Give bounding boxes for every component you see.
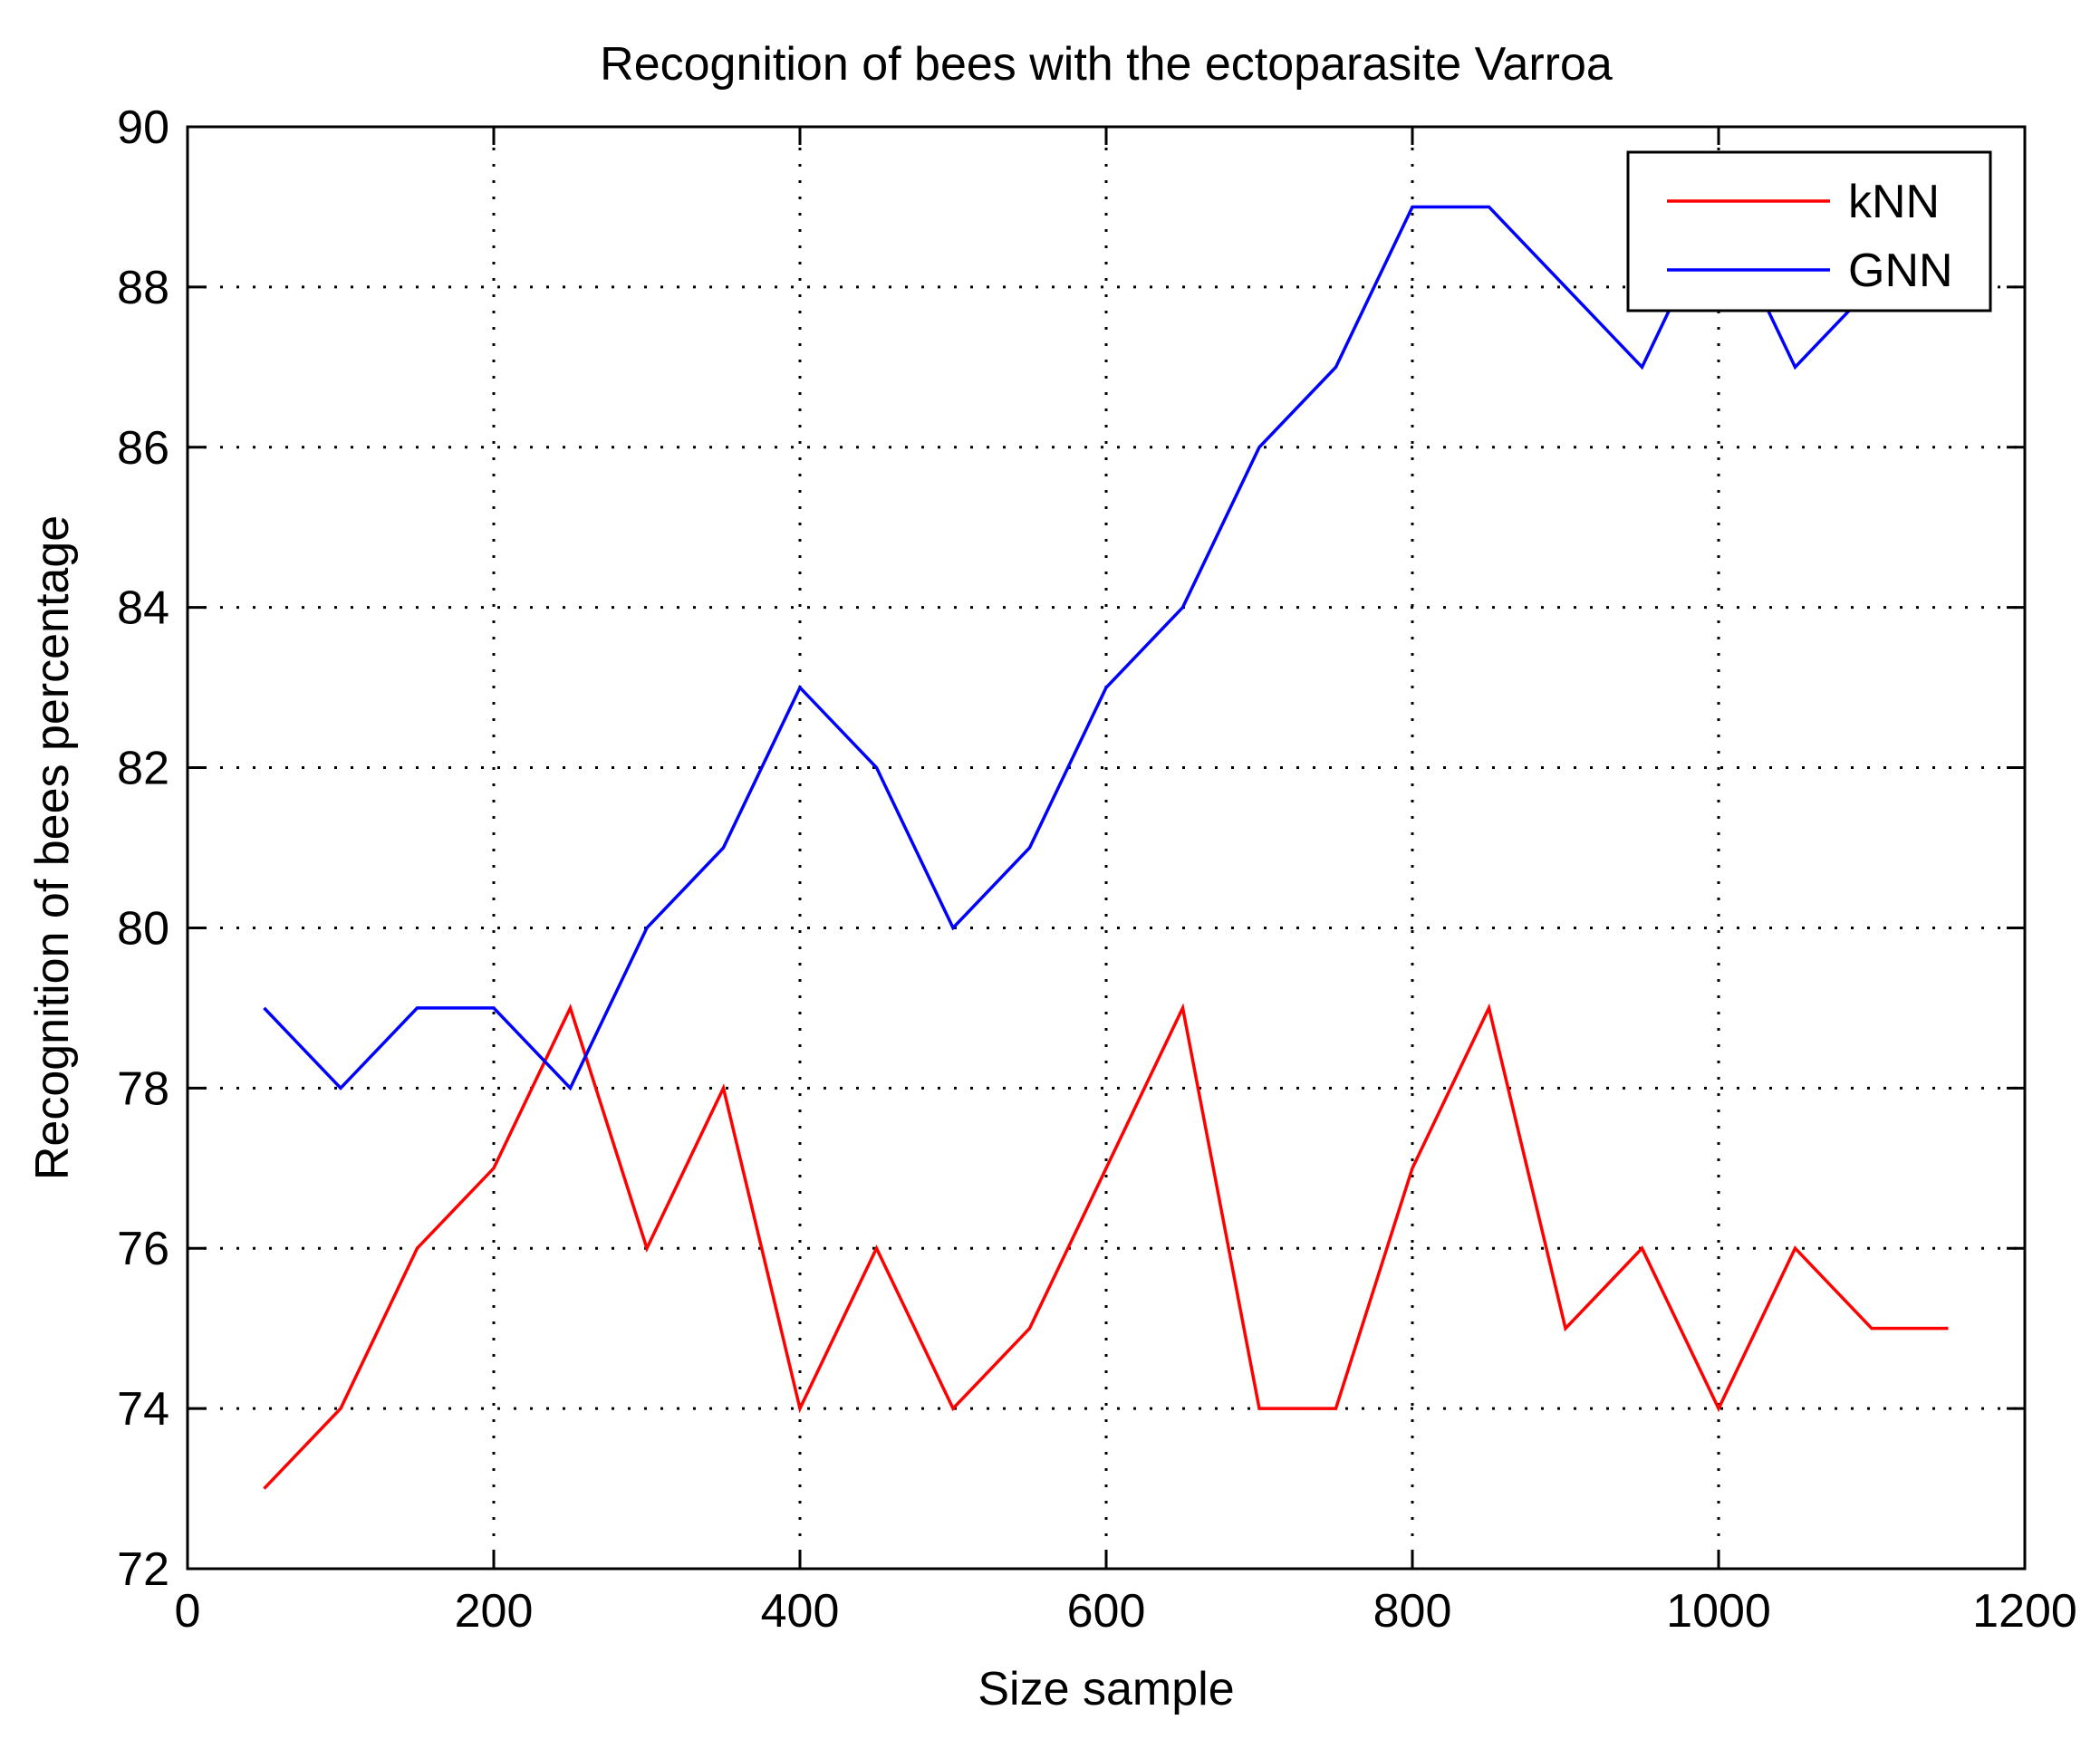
x-tick-label: 1000 — [1666, 1585, 1771, 1638]
y-tick-label: 80 — [117, 902, 169, 955]
x-tick-label: 600 — [1067, 1585, 1146, 1638]
x-tick-label: 200 — [455, 1585, 534, 1638]
x-tick-label: 400 — [761, 1585, 840, 1638]
y-tick-label: 84 — [117, 582, 169, 635]
y-tick-labels: 72 74 76 78 80 82 84 86 88 90 — [117, 101, 169, 1596]
x-tick-label: 800 — [1373, 1585, 1452, 1638]
chart-title: Recognition of bees with the ectoparasit… — [600, 38, 1613, 91]
x-tick-labels: 0 200 400 600 800 1000 1200 — [175, 1585, 2077, 1638]
series-lines — [263, 203, 1949, 1490]
y-tick-label: 76 — [117, 1223, 169, 1275]
legend: kNN GNN — [1626, 150, 1992, 312]
legend-box — [1626, 150, 1992, 312]
plot-area-frame — [186, 125, 2027, 1571]
y-tick-label: 82 — [117, 743, 169, 795]
y-tick-label: 74 — [117, 1383, 169, 1436]
legend-label-knn: kNN — [1848, 176, 1940, 228]
legend-label-gnn: GNN — [1848, 245, 1953, 297]
x-tick-label: 0 — [175, 1585, 201, 1638]
series-line-gnn — [263, 203, 1949, 1091]
y-axis-label: Recognition of bees percentage — [26, 515, 79, 1180]
y-tick-label: 72 — [117, 1543, 169, 1596]
x-tick-label: 1200 — [1972, 1585, 2077, 1638]
x-axis-label: Size sample — [978, 1663, 1234, 1715]
y-tick-label: 90 — [117, 101, 169, 154]
y-tick-label: 78 — [117, 1062, 169, 1115]
y-tick-label: 88 — [117, 262, 169, 314]
y-tick-label: 86 — [117, 422, 169, 475]
